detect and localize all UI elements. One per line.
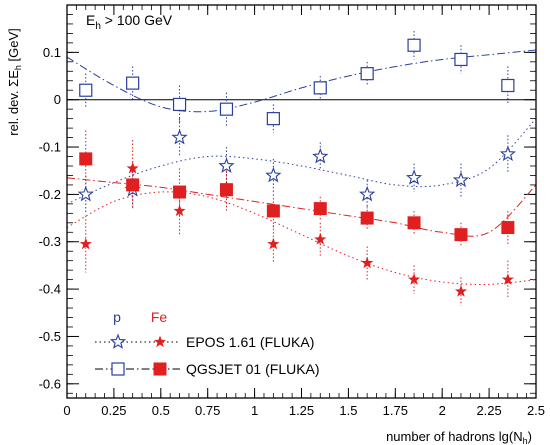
x-tick-label: 2.5 [527,403,545,418]
data-point-fe-qgsjet-01-fluka [360,211,374,225]
data-point-p-qgsjet-01-fluka [79,83,93,97]
data-point-fe-epos-1-61-fluka [173,204,186,217]
data-point-fe-epos-1-61-fluka [314,233,327,245]
legend-marker-p [111,362,125,376]
legend-header-p: p [113,309,121,325]
y-tick-label: -0.5 [39,329,61,344]
data-point-p-qgsjet-01-fluka [266,112,280,126]
data-point-p-epos-1-61-fluka [171,129,188,145]
data-point-fe-qgsjet-01-fluka [501,221,515,235]
data-point-fe-qgsjet-01-fluka [79,152,93,166]
legend-header-fe: Fe [151,309,168,325]
data-point-p-epos-1-61-fluka [452,171,470,188]
data-point-fe-epos-1-61-fluka [220,180,233,193]
x-tick-label: 0.25 [101,403,126,418]
data-point-fe-qgsjet-01-fluka [313,202,327,216]
data-point-fe-qgsjet-01-fluka [126,178,140,192]
x-tick-label: 2.25 [476,403,501,418]
data-point-fe-qgsjet-01-fluka [454,228,468,242]
data-point-fe-epos-1-61-fluka [361,256,374,269]
y-tick-label: -0.6 [39,376,61,391]
legend-label: QGSJET 01 (FLUKA) [186,361,320,377]
data-point-p-qgsjet-01-fluka [454,52,468,67]
data-point-p-epos-1-61-fluka [312,147,329,164]
data-point-fe-qgsjet-01-fluka [173,185,187,199]
data-point-p-epos-1-61-fluka [359,185,376,202]
plot-frame [66,4,537,399]
data-point-p-qgsjet-01-fluka [501,78,515,93]
x-tick-label: 1.5 [339,403,357,418]
y-tick-label: -0.4 [39,282,61,297]
data-point-p-qgsjet-01-fluka [219,102,234,116]
y-tick-label: -0.3 [39,234,61,249]
x-tick-label: 2 [439,403,446,418]
y-tick-label: 0 [54,92,61,107]
y-tick-label: 0.1 [43,45,61,60]
fit-curve-fe-qgsjet-01-fluka [66,177,537,237]
legend-marker-fe [153,362,167,376]
data-point-p-qgsjet-01-fluka [126,76,140,90]
data-point-p-epos-1-61-fluka [265,166,282,183]
data-point-p-qgsjet-01-fluka [172,97,187,112]
legend-label: EPOS 1.61 (FLUKA) [186,334,314,350]
y-axis-label: rel. dev. ΣEh [GeV] [6,28,23,135]
data-point-p-qgsjet-01-fluka [407,38,421,52]
legend-marker-fe [153,335,167,348]
x-tick-label: 1.75 [383,403,408,418]
legend-marker-p [109,333,127,349]
data-point-fe-epos-1-61-fluka [126,162,139,174]
y-tick-label: -0.1 [39,140,61,155]
data-markers [77,38,516,297]
energy-cut-annotation: Eh > 100 GeV [86,12,173,32]
data-point-p-qgsjet-01-fluka [313,81,327,95]
data-point-p-epos-1-61-fluka [405,169,423,185]
data-point-fe-qgsjet-01-fluka [266,204,280,218]
x-tick-label: 0.75 [195,403,220,418]
data-point-fe-epos-1-61-fluka [454,285,468,297]
data-point-fe-epos-1-61-fluka [501,273,514,285]
data-point-fe-epos-1-61-fluka [267,237,280,250]
data-point-fe-qgsjet-01-fluka [407,216,421,230]
data-point-p-qgsjet-01-fluka [360,67,374,81]
data-point-p-epos-1-61-fluka [499,145,516,162]
x-tick-label: 1.25 [289,403,314,418]
data-point-fe-epos-1-61-fluka [79,237,92,250]
axis-ticks: 0 0.25 0.5 0.75 1 1.25 1.5 1.75 2 2.25 2.5 0.1 0 -0.1… [39,5,545,418]
x-tick-label: 0.5 [152,403,170,418]
legend: p Fe EPOS 1.61 (FLUKA) QGSJET 01 (FLUKA) [95,309,320,377]
data-point-p-epos-1-61-fluka [77,185,94,202]
data-point-p-epos-1-61-fluka [218,157,235,173]
x-tick-label: 0 [63,403,70,418]
data-point-fe-epos-1-61-fluka [407,273,421,285]
x-axis-label: number of hadrons lg(Nh) [386,429,532,445]
x-tick-label: 1 [251,403,258,418]
y-tick-label: -0.2 [39,187,61,202]
